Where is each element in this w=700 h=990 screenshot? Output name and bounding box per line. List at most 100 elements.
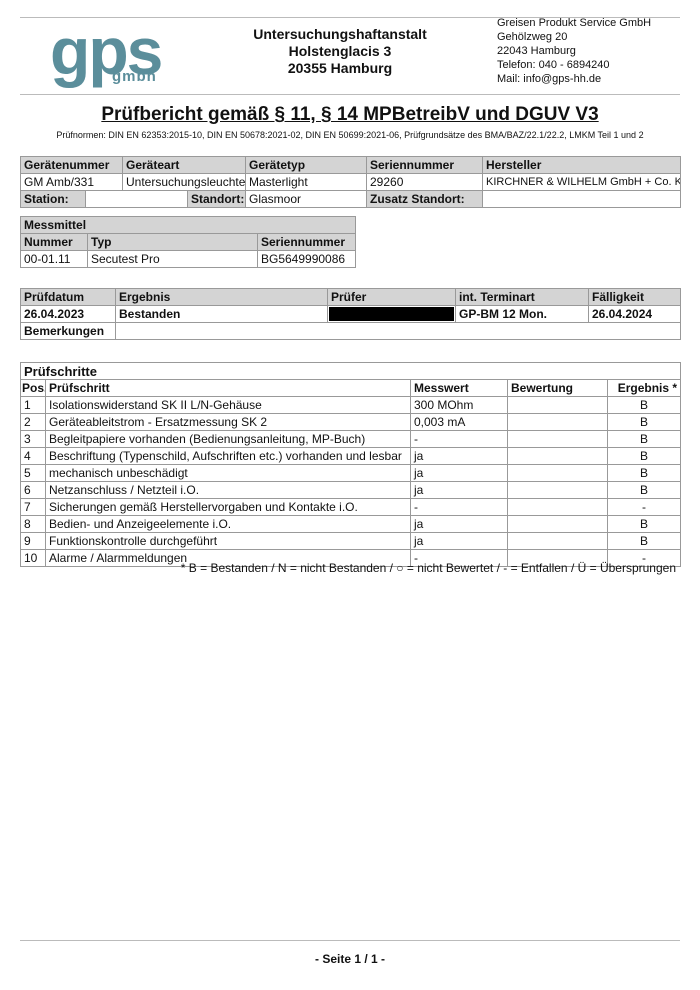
header-cell: Seriennummer xyxy=(256,233,357,251)
step-name: Funktionskontrolle durchgeführt xyxy=(45,532,411,550)
gps-logo: gps gmbh xyxy=(50,14,163,88)
step-pos: 9 xyxy=(20,532,46,550)
step-name: Alarme / Alarmmeldungen xyxy=(45,549,411,567)
station-label: Station: xyxy=(20,190,86,208)
header-cell: Bewertung xyxy=(507,379,608,397)
device-number: GM Amb/331 xyxy=(20,173,123,191)
step-rating xyxy=(507,413,608,431)
step-rating xyxy=(507,447,608,465)
header-cell: int. Terminart xyxy=(455,288,589,306)
test-norms: Prüfnormen: DIN EN 62353:2015-10, DIN EN… xyxy=(56,130,644,140)
instrument-table: Messmittel Nummer Typ Seriennummer 00-01.1… xyxy=(19,216,357,268)
step-result: B xyxy=(606,464,682,482)
header-cell: Geräteart xyxy=(122,156,246,174)
test-steps-table: Prüfschritte Pos. Prüfschritt Messwert Bewe… xyxy=(19,362,682,567)
step-name: Sicherungen gemäß Herstellervorgaben und… xyxy=(45,498,411,516)
remarks-label: Bemerkungen xyxy=(20,322,116,340)
inspection-result: Bestanden xyxy=(115,305,328,323)
header-cell: Seriennummer xyxy=(366,156,483,174)
table-row: 10 Alarme / Alarmmeldungen - - xyxy=(20,549,682,567)
station-value xyxy=(85,190,188,208)
header-cell: Prüfer xyxy=(327,288,456,306)
step-rating xyxy=(507,481,608,499)
manufacturer: KIRCHNER & WILHELM GmbH + Co. KG xyxy=(482,173,681,191)
location-label: Standort: xyxy=(187,190,246,208)
step-measurement: ja xyxy=(410,515,508,533)
header-rule-top xyxy=(20,17,680,18)
step-rating xyxy=(507,464,608,482)
table-row: 7 Sicherungen gemäß Herstellervorgaben un… xyxy=(20,498,682,516)
step-name: Begleitpapiere vorhanden (Bedienungsanle… xyxy=(45,430,411,448)
step-measurement: - xyxy=(410,498,508,516)
device-table: Gerätenummer Geräteart Gerätetyp Seriennumm… xyxy=(20,156,681,208)
table-row: 1 Isolationswiderstand SK II L/N-Gehäuse 3… xyxy=(20,396,682,414)
step-result: B xyxy=(606,481,682,499)
step-result: - xyxy=(606,498,682,516)
step-measurement: ja xyxy=(410,481,508,499)
header-cell: Fälligkeit xyxy=(588,288,681,306)
extra-location-value xyxy=(482,190,681,208)
extra-location-label: Zusatz Standort: xyxy=(366,190,483,208)
step-name: Beschriftung (Typenschild, Aufschriften … xyxy=(45,447,411,465)
step-name: Bedien- und Anzeigeelemente i.O. xyxy=(45,515,411,533)
step-result: B xyxy=(606,413,682,431)
step-measurement: ja xyxy=(410,447,508,465)
header-cell: Gerätenummer xyxy=(20,156,123,174)
table-row: 5 mechanisch unbeschädigt ja B xyxy=(20,464,682,482)
step-result: B xyxy=(606,532,682,550)
header-cell: Ergebnis * xyxy=(606,379,682,397)
device-kind: Untersuchungsleuchte xyxy=(122,173,246,191)
table-row: 3 Begleitpapiere vorhanden (Bedienungsanl… xyxy=(20,430,682,448)
due-date: 26.04.2024 xyxy=(588,305,681,323)
step-name: mechanisch unbeschädigt xyxy=(45,464,411,482)
step-pos: 4 xyxy=(20,447,46,465)
step-pos: 2 xyxy=(20,413,46,431)
step-pos: 7 xyxy=(20,498,46,516)
step-rating xyxy=(507,532,608,550)
step-pos: 3 xyxy=(20,430,46,448)
schedule-type: GP-BM 12 Mon. xyxy=(455,305,589,323)
test-steps-title: Prüfschritte xyxy=(19,362,682,380)
table-row: 9 Funktionskontrolle durchgeführt ja B xyxy=(20,532,682,550)
step-pos: 6 xyxy=(20,481,46,499)
step-measurement: ja xyxy=(410,464,508,482)
step-pos: 1 xyxy=(20,396,46,414)
header-rule-bottom xyxy=(20,94,680,95)
footer-rule xyxy=(20,940,680,941)
inspection-table: Prüfdatum Ergebnis Prüfer int. Terminart Fäl… xyxy=(20,288,681,340)
step-result: B xyxy=(606,515,682,533)
step-pos: 8 xyxy=(20,515,46,533)
location-value: Glasmoor xyxy=(245,190,367,208)
legend-footnote: * B = Bestanden / N = nicht Bestanden / … xyxy=(180,561,676,575)
inspection-date: 26.04.2023 xyxy=(20,305,116,323)
page-title: Prüfbericht gemäß § 11, § 14 MPBetreibV … xyxy=(101,104,599,125)
step-name: Isolationswiderstand SK II L/N-Gehäuse xyxy=(45,396,411,414)
table-row: 8 Bedien- und Anzeigeelemente i.O. ja B xyxy=(20,515,682,533)
header-cell: Ergebnis xyxy=(115,288,328,306)
step-rating xyxy=(507,515,608,533)
instrument-number: 00-01.11 xyxy=(20,250,88,268)
inspector-redacted xyxy=(329,307,454,321)
table-row: 4 Beschriftung (Typenschild, Aufschriften… xyxy=(20,447,682,465)
header-cell: Prüfschritt xyxy=(45,379,411,397)
step-result: B xyxy=(606,396,682,414)
instrument-type: Secutest Pro xyxy=(87,250,258,268)
step-measurement: ja xyxy=(410,532,508,550)
step-name: Netzanschluss / Netzteil i.O. xyxy=(45,481,411,499)
step-pos: 10 xyxy=(20,549,46,567)
header-cell: Gerätetyp xyxy=(245,156,367,174)
instrument-title: Messmittel xyxy=(19,216,357,234)
serial-number: 29260 xyxy=(366,173,483,191)
remarks-value xyxy=(115,322,681,340)
step-result: - xyxy=(606,549,682,567)
company-address: Greisen Produkt Service GmbH Gehölzweg 20… xyxy=(497,17,652,85)
step-rating xyxy=(507,498,608,516)
header-cell: Messwert xyxy=(410,379,508,397)
header-cell: Nummer xyxy=(20,233,88,251)
instrument-serial: BG5649990086 xyxy=(256,250,357,268)
step-pos: 5 xyxy=(20,464,46,482)
header-cell: Pos. xyxy=(20,379,46,397)
step-rating xyxy=(507,430,608,448)
